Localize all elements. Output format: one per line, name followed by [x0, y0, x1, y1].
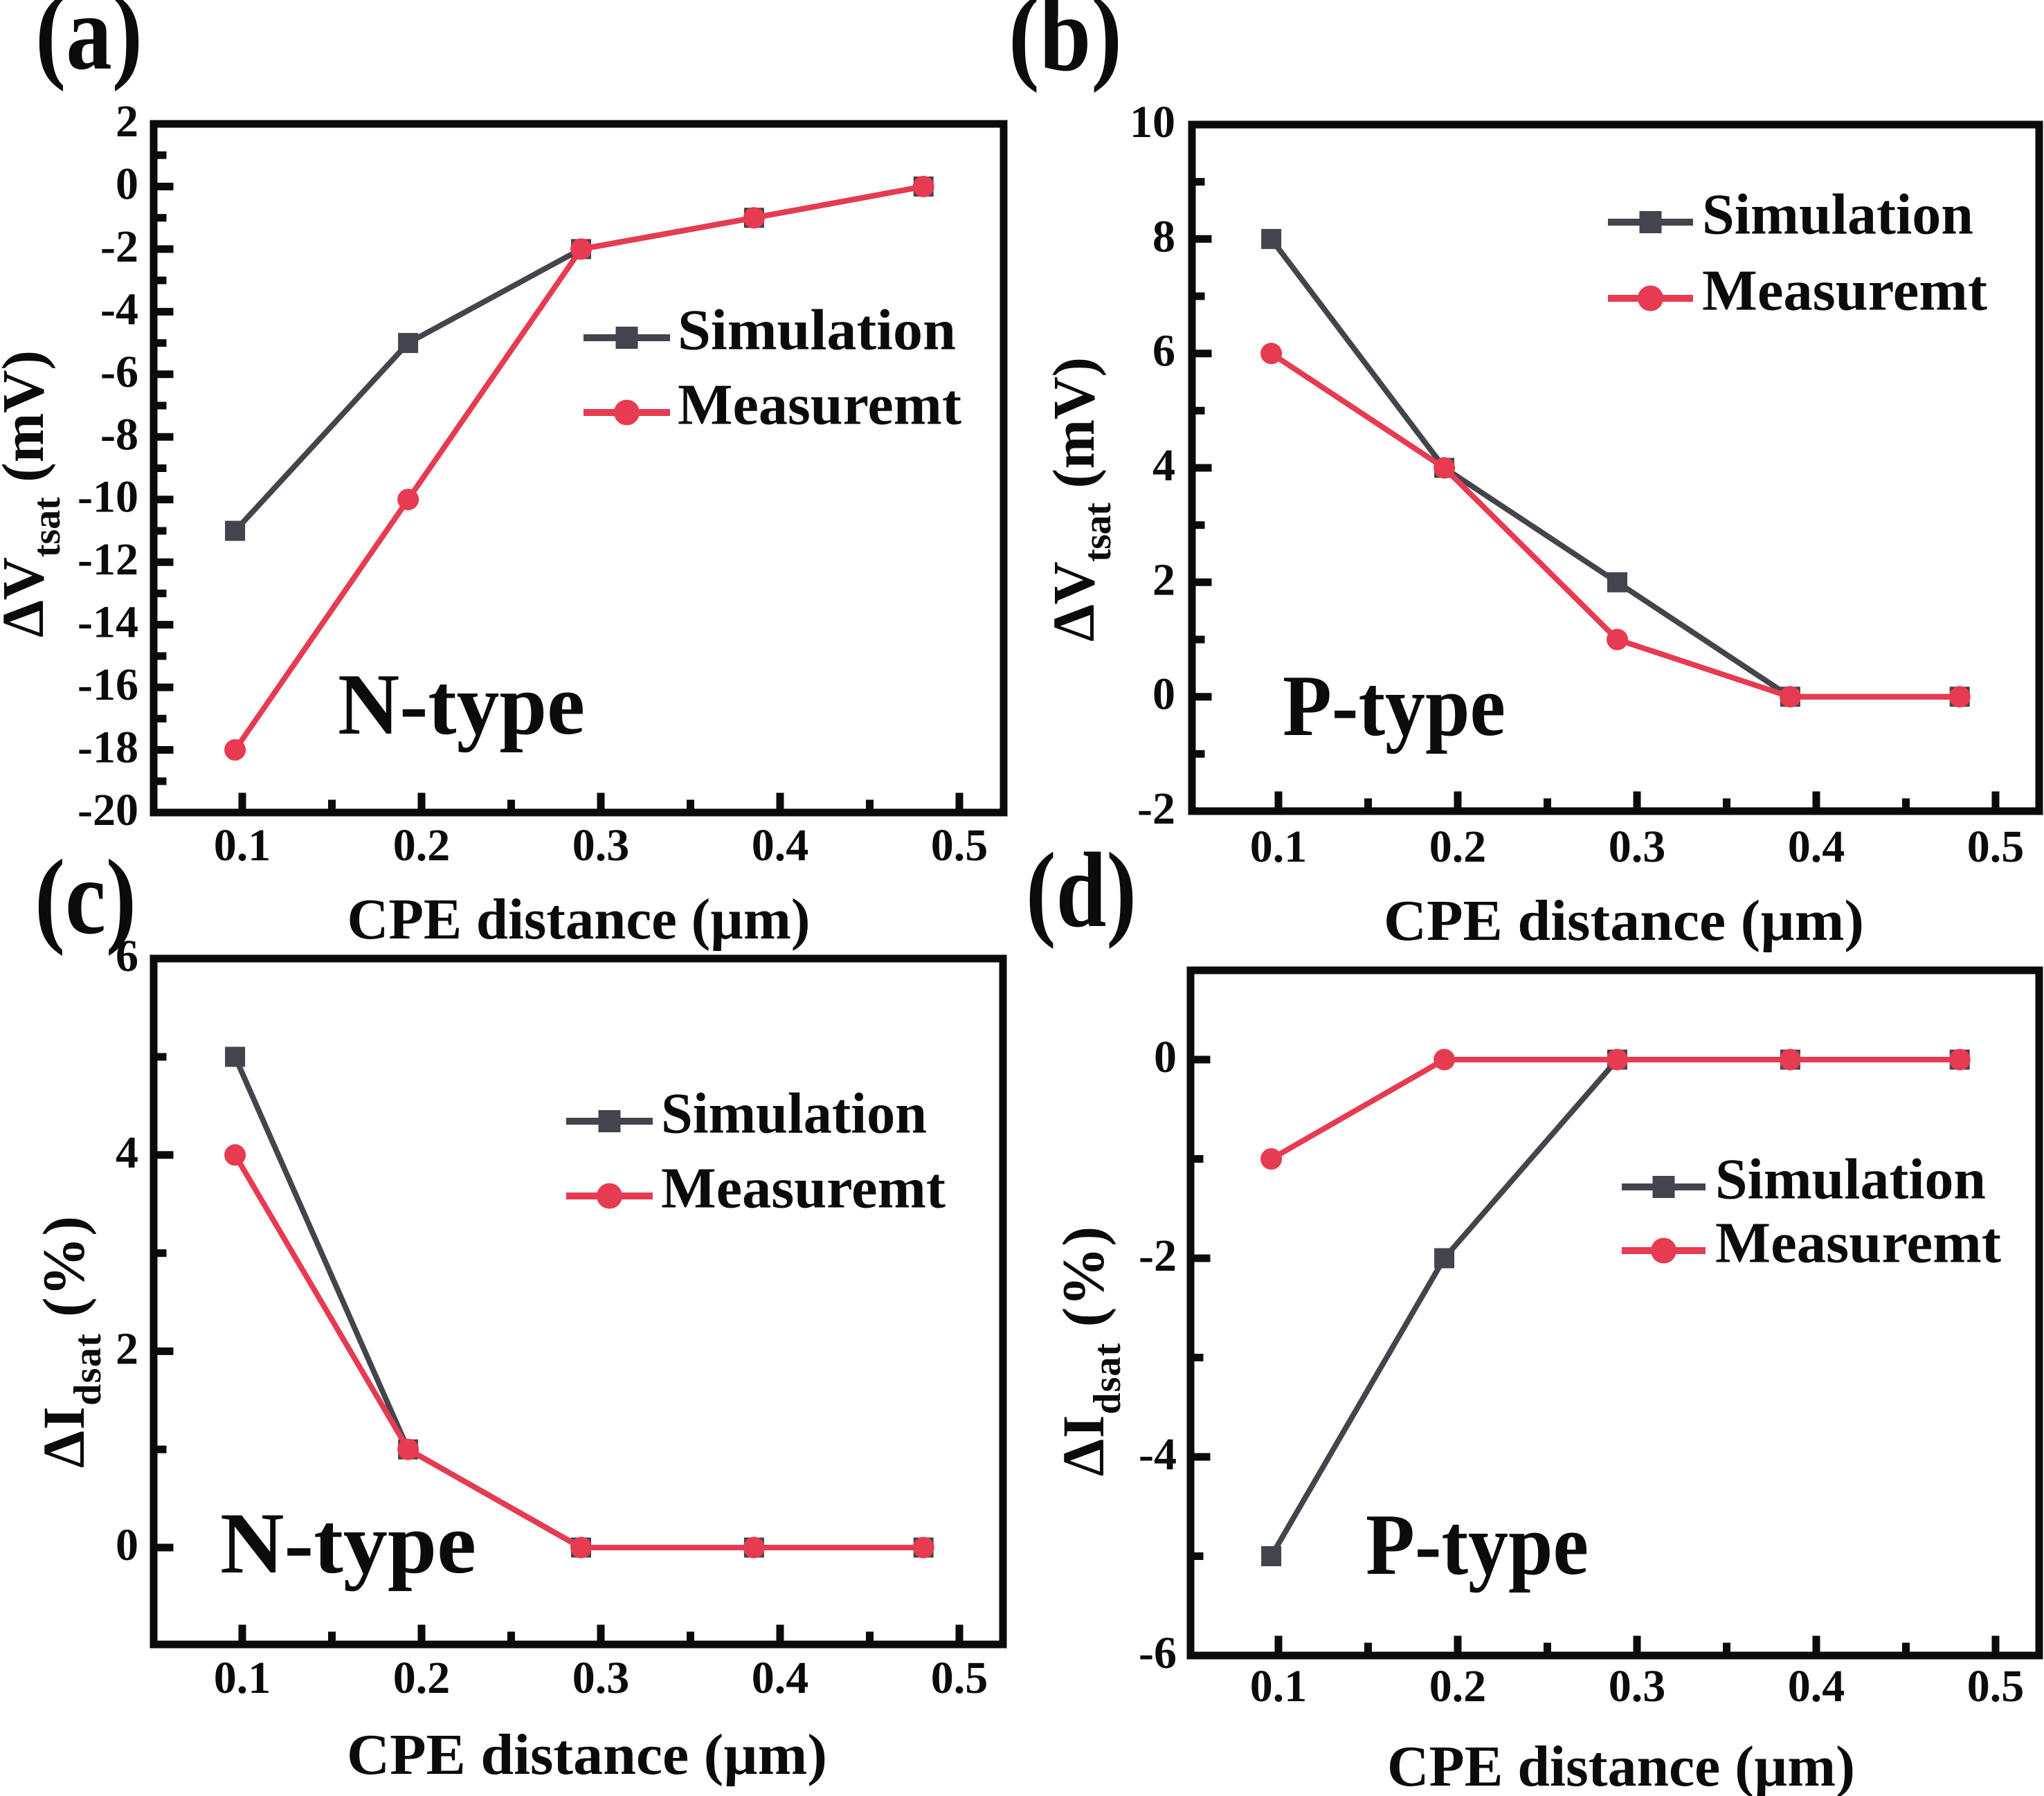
svg-text:2: 2 [1152, 554, 1175, 605]
svg-text:-2: -2 [1137, 783, 1175, 834]
svg-text:0: 0 [116, 1520, 138, 1570]
svg-text:P-type: P-type [1366, 1497, 1589, 1593]
svg-text:CPE distance (µm): CPE distance (µm) [1387, 1734, 1855, 1796]
svg-text:0: 0 [116, 159, 138, 210]
svg-text:-14: -14 [78, 597, 138, 648]
svg-text:0.5: 0.5 [1967, 822, 2025, 872]
svg-text:2: 2 [116, 96, 138, 147]
svg-text:(a): (a) [35, 0, 143, 92]
svg-text:0.4: 0.4 [1788, 1661, 1845, 1712]
svg-text:0.5: 0.5 [931, 1653, 988, 1703]
svg-text:0.2: 0.2 [393, 820, 451, 871]
svg-text:N-type: N-type [338, 657, 585, 753]
svg-text:(c): (c) [35, 837, 136, 956]
svg-text:0.5: 0.5 [1967, 1661, 2025, 1712]
svg-text:0.3: 0.3 [1609, 1661, 1666, 1712]
svg-text:0.1: 0.1 [1250, 822, 1308, 872]
svg-text:-20: -20 [78, 785, 138, 835]
svg-text:2: 2 [116, 1323, 138, 1374]
svg-text:0: 0 [1154, 1032, 1177, 1082]
svg-text:4: 4 [1152, 440, 1175, 491]
svg-text:0.3: 0.3 [572, 820, 630, 871]
svg-text:0.1: 0.1 [1250, 1661, 1308, 1712]
svg-text:0.3: 0.3 [572, 1653, 630, 1703]
svg-text:(d): (d) [1026, 831, 1137, 950]
svg-text:-4: -4 [1139, 1429, 1177, 1480]
svg-text:0.4: 0.4 [752, 1653, 809, 1703]
svg-text:Measuremt: Measuremt [1715, 1211, 2001, 1276]
svg-text:0.4: 0.4 [1788, 822, 1845, 872]
svg-text:ΔVtsat (mV): ΔVtsat (mV) [1040, 357, 1119, 642]
svg-text:6: 6 [116, 931, 138, 981]
svg-text:Simulation: Simulation [1702, 183, 1973, 247]
svg-text:Measuremt: Measuremt [661, 1156, 946, 1221]
svg-text:6: 6 [1152, 326, 1175, 377]
svg-text:10: 10 [1130, 97, 1175, 147]
svg-text:N-type: N-type [220, 1496, 476, 1592]
svg-text:0.2: 0.2 [1429, 822, 1487, 872]
svg-text:-16: -16 [78, 660, 138, 710]
svg-text:-2: -2 [1139, 1231, 1177, 1281]
svg-text:Measuremt: Measuremt [678, 373, 961, 437]
svg-text:-18: -18 [78, 723, 138, 773]
svg-text:CPE distance (µm): CPE distance (µm) [1384, 889, 1864, 953]
svg-text:-4: -4 [100, 284, 138, 334]
svg-text:-6: -6 [1139, 1628, 1177, 1678]
svg-text:Simulation: Simulation [678, 298, 956, 363]
svg-text:0: 0 [1152, 669, 1175, 720]
svg-text:Measuremt: Measuremt [1702, 259, 1987, 323]
svg-text:0.4: 0.4 [752, 820, 809, 871]
svg-text:0.2: 0.2 [393, 1653, 451, 1703]
svg-text:-12: -12 [78, 534, 138, 585]
svg-text:0.1: 0.1 [214, 1653, 271, 1703]
svg-text:ΔIdsat (%): ΔIdsat (%) [1050, 1226, 1129, 1476]
svg-text:8: 8 [1152, 211, 1175, 262]
svg-text:-8: -8 [100, 409, 138, 460]
svg-text:Simulation: Simulation [1715, 1148, 1986, 1212]
svg-text:0.1: 0.1 [214, 820, 271, 871]
svg-text:4: 4 [116, 1127, 138, 1178]
svg-text:-6: -6 [100, 347, 138, 397]
svg-text:(b): (b) [1009, 0, 1122, 93]
svg-text:CPE distance (µm): CPE distance (µm) [347, 1723, 827, 1787]
svg-text:0.3: 0.3 [1609, 822, 1666, 872]
svg-text:-10: -10 [78, 472, 138, 523]
svg-text:-2: -2 [100, 221, 138, 272]
svg-text:CPE distance (µm): CPE distance (µm) [347, 887, 811, 952]
svg-text:P-type: P-type [1283, 658, 1505, 754]
svg-text:0.2: 0.2 [1429, 1661, 1487, 1712]
svg-text:Simulation: Simulation [661, 1082, 927, 1146]
svg-text:0.5: 0.5 [931, 820, 988, 871]
